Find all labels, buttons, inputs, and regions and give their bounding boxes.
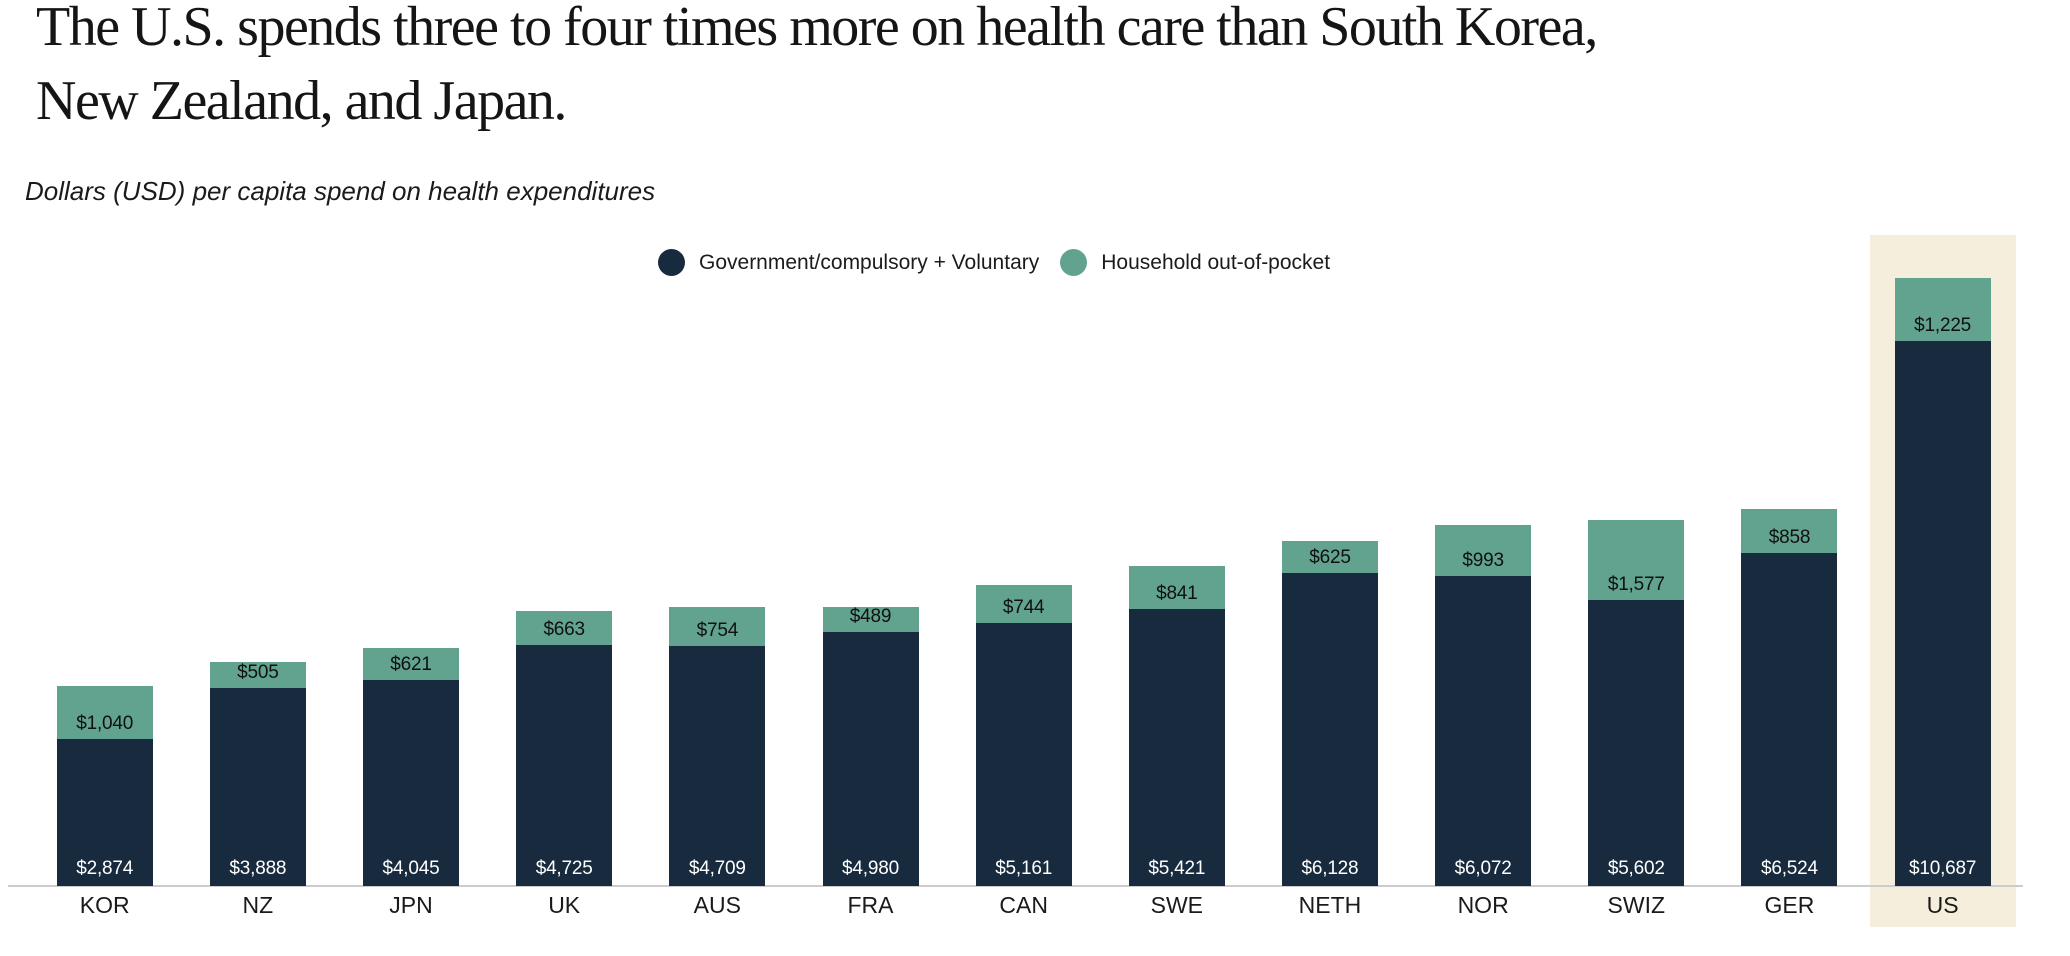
category-label-CAN: CAN — [999, 892, 1048, 918]
bar-segment-government-KOR: $2,874 — [56, 739, 153, 886]
value-label-household-NETH: $625 — [1309, 547, 1351, 569]
value-label-government-UK: $4,725 — [535, 857, 593, 879]
bar-segment-household-SWIZ: $1,577 — [1588, 519, 1685, 601]
value-label-household-NOR: $993 — [1462, 550, 1504, 572]
value-label-household-US: $1,225 — [1914, 314, 1972, 336]
legend-swatch-government-icon — [658, 249, 685, 276]
category-label-GER: GER — [1764, 892, 1815, 918]
bar-segment-household-KOR: $1,040 — [56, 686, 153, 740]
value-label-household-SWIZ: $1,577 — [1607, 574, 1665, 596]
bar-segment-government-CAN: $5,161 — [975, 622, 1072, 886]
value-label-household-UK: $663 — [543, 618, 585, 640]
value-label-government-KOR: $2,874 — [76, 857, 134, 879]
category-label-NOR: NOR — [1457, 892, 1509, 918]
bar-segment-government-SWE: $5,421 — [1128, 609, 1225, 886]
value-label-government-AUS: $4,709 — [688, 857, 746, 879]
value-label-household-JPN: $621 — [390, 653, 432, 675]
category-label-JPN: JPN — [389, 892, 433, 918]
x-axis-line — [8, 885, 2023, 887]
bar-segment-household-GER: $858 — [1741, 509, 1838, 553]
value-label-government-NETH: $6,128 — [1301, 857, 1359, 879]
value-label-household-AUS: $754 — [696, 619, 739, 641]
value-label-household-KOR: $1,040 — [76, 713, 134, 735]
chart-title-line-2: New Zealand, and Japan. — [36, 70, 567, 132]
bar-segment-government-GER: $6,524 — [1741, 553, 1838, 886]
category-label-NETH: NETH — [1298, 892, 1362, 918]
bar-segment-household-JPN: $621 — [363, 647, 460, 680]
chart-title: The U.S. spends three to four times more… — [36, 0, 1598, 138]
legend-label-government: Government/compulsory + Voluntary — [699, 250, 1040, 274]
category-label-SWIZ: SWIZ — [1607, 892, 1666, 918]
bar-segment-government-JPN: $4,045 — [363, 679, 460, 886]
category-label-NZ: NZ — [242, 892, 274, 918]
category-label-KOR: KOR — [79, 892, 130, 918]
value-label-household-GER: $858 — [1768, 527, 1811, 548]
category-label-SWE: SWE — [1150, 892, 1203, 918]
value-label-government-SWIZ: $5,602 — [1607, 857, 1665, 879]
bar-segment-household-US: $1,225 — [1894, 278, 1991, 341]
chart-subtitle: Dollars (USD) per capita spend on health… — [25, 176, 656, 206]
legend-item-household: Household out-of-pocket — [1060, 249, 1330, 276]
value-label-government-NZ: $3,888 — [229, 857, 287, 879]
value-label-household-CAN: $744 — [1002, 596, 1045, 618]
category-label-UK: UK — [548, 892, 581, 918]
bar-segment-household-FRA: $489 — [822, 605, 919, 632]
bar-segment-household-AUS: $754 — [669, 607, 766, 646]
category-label-AUS: AUS — [693, 892, 741, 918]
bar-segment-household-UK: $663 — [516, 610, 613, 645]
value-label-government-GER: $6,524 — [1760, 857, 1818, 879]
bar-segment-household-CAN: $744 — [975, 584, 1072, 623]
value-label-government-CAN: $5,161 — [995, 857, 1053, 879]
legend-item-government: Government/compulsory + Voluntary — [658, 249, 1039, 276]
value-label-household-FRA: $489 — [849, 605, 892, 627]
legend-label-household: Household out-of-pocket — [1101, 250, 1331, 274]
bar-segment-government-SWIZ: $5,602 — [1588, 600, 1685, 886]
legend-swatch-household-icon — [1060, 249, 1088, 276]
category-label-US: US — [1926, 892, 1959, 918]
bar-segment-government-AUS: $4,709 — [669, 645, 766, 886]
value-label-government-JPN: $4,045 — [382, 857, 440, 879]
bar-segment-government-FRA: $4,980 — [822, 631, 919, 886]
bar-segment-household-NETH: $625 — [1281, 541, 1378, 574]
bar-segment-government-UK: $4,725 — [516, 644, 613, 886]
value-label-government-SWE: $5,421 — [1148, 857, 1206, 879]
chart-title-line-1: The U.S. spends three to four times more… — [36, 0, 1598, 58]
bar-segment-government-NZ: $3,888 — [209, 687, 306, 886]
value-label-household-NZ: $505 — [237, 661, 279, 683]
bar-segment-government-NOR: $6,072 — [1435, 576, 1532, 886]
value-label-government-NOR: $6,072 — [1454, 857, 1512, 879]
value-label-government-FRA: $4,980 — [842, 857, 899, 879]
bar-segment-government-US: $10,687 — [1894, 340, 1991, 886]
bar-segment-government-NETH: $6,128 — [1281, 573, 1378, 886]
value-label-government-US: $10,687 — [1908, 857, 1977, 879]
legend: Government/compulsory + Voluntary Househ… — [658, 249, 1330, 276]
bar-segment-household-NZ: $505 — [209, 661, 306, 688]
bar-segment-household-SWE: $841 — [1128, 566, 1225, 610]
value-label-household-SWE: $841 — [1156, 583, 1198, 605]
bar-segment-household-NOR: $993 — [1435, 525, 1532, 577]
category-label-FRA: FRA — [847, 892, 894, 918]
